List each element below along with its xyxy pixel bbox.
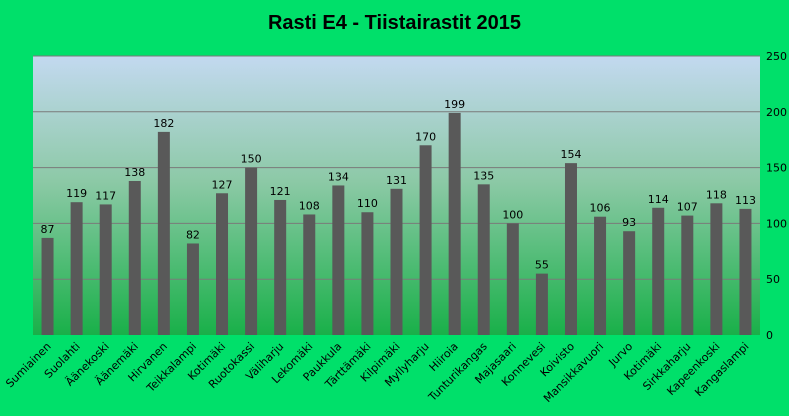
bar: [623, 231, 636, 335]
bar: [506, 223, 519, 335]
bar: [564, 163, 577, 335]
bar: [448, 112, 461, 335]
data-label: 118: [706, 188, 727, 201]
data-label: 154: [560, 148, 581, 161]
data-label: 182: [153, 117, 174, 130]
bar: [128, 180, 141, 335]
data-label: 93: [622, 216, 636, 229]
data-label: 108: [299, 199, 320, 212]
bar: [710, 203, 723, 335]
bar: [419, 145, 432, 335]
y-tick-label: 50: [766, 273, 780, 286]
bar: [216, 193, 229, 335]
bar: [245, 167, 258, 335]
data-label: 110: [357, 197, 378, 210]
data-label: 199: [444, 98, 465, 111]
y-tick-label: 150: [766, 162, 787, 175]
data-label: 138: [124, 166, 145, 179]
data-label: 113: [735, 194, 756, 207]
data-label: 134: [328, 170, 349, 183]
data-label: 100: [502, 208, 523, 221]
bar: [303, 214, 316, 335]
bar: [739, 208, 752, 335]
bar: [535, 273, 548, 335]
y-tick-label: 200: [766, 106, 787, 119]
data-label: 135: [473, 169, 494, 182]
bar: [681, 215, 694, 335]
data-label: 107: [677, 201, 698, 214]
bar: [594, 216, 607, 335]
data-label: 87: [41, 223, 55, 236]
bar: [274, 199, 287, 335]
bar: [99, 204, 112, 335]
bar: [70, 202, 83, 335]
data-label: 119: [66, 187, 87, 200]
bar: [186, 243, 199, 335]
data-label: 55: [535, 259, 549, 272]
data-label: 170: [415, 130, 436, 143]
bar: [652, 207, 665, 335]
bar: [477, 184, 490, 335]
data-label: 127: [212, 178, 233, 191]
bar: [332, 185, 345, 335]
data-label: 106: [590, 202, 611, 215]
bar: [157, 131, 170, 335]
y-tick-label: 100: [766, 217, 787, 230]
data-label: 150: [241, 153, 262, 166]
data-label: 121: [270, 185, 291, 198]
data-label: 131: [386, 174, 407, 187]
data-label: 114: [648, 193, 669, 206]
y-tick-label: 0: [766, 329, 773, 342]
bar: [361, 212, 374, 335]
data-label: 82: [186, 228, 200, 241]
y-tick-label: 250: [766, 50, 787, 63]
x-tick-label: Sumiainen: [3, 340, 53, 390]
data-label: 117: [95, 189, 116, 202]
bar: [41, 237, 54, 335]
bar: [390, 188, 403, 335]
chart-title: Rasti E4 - Tiistairastit 2015: [267, 12, 522, 34]
